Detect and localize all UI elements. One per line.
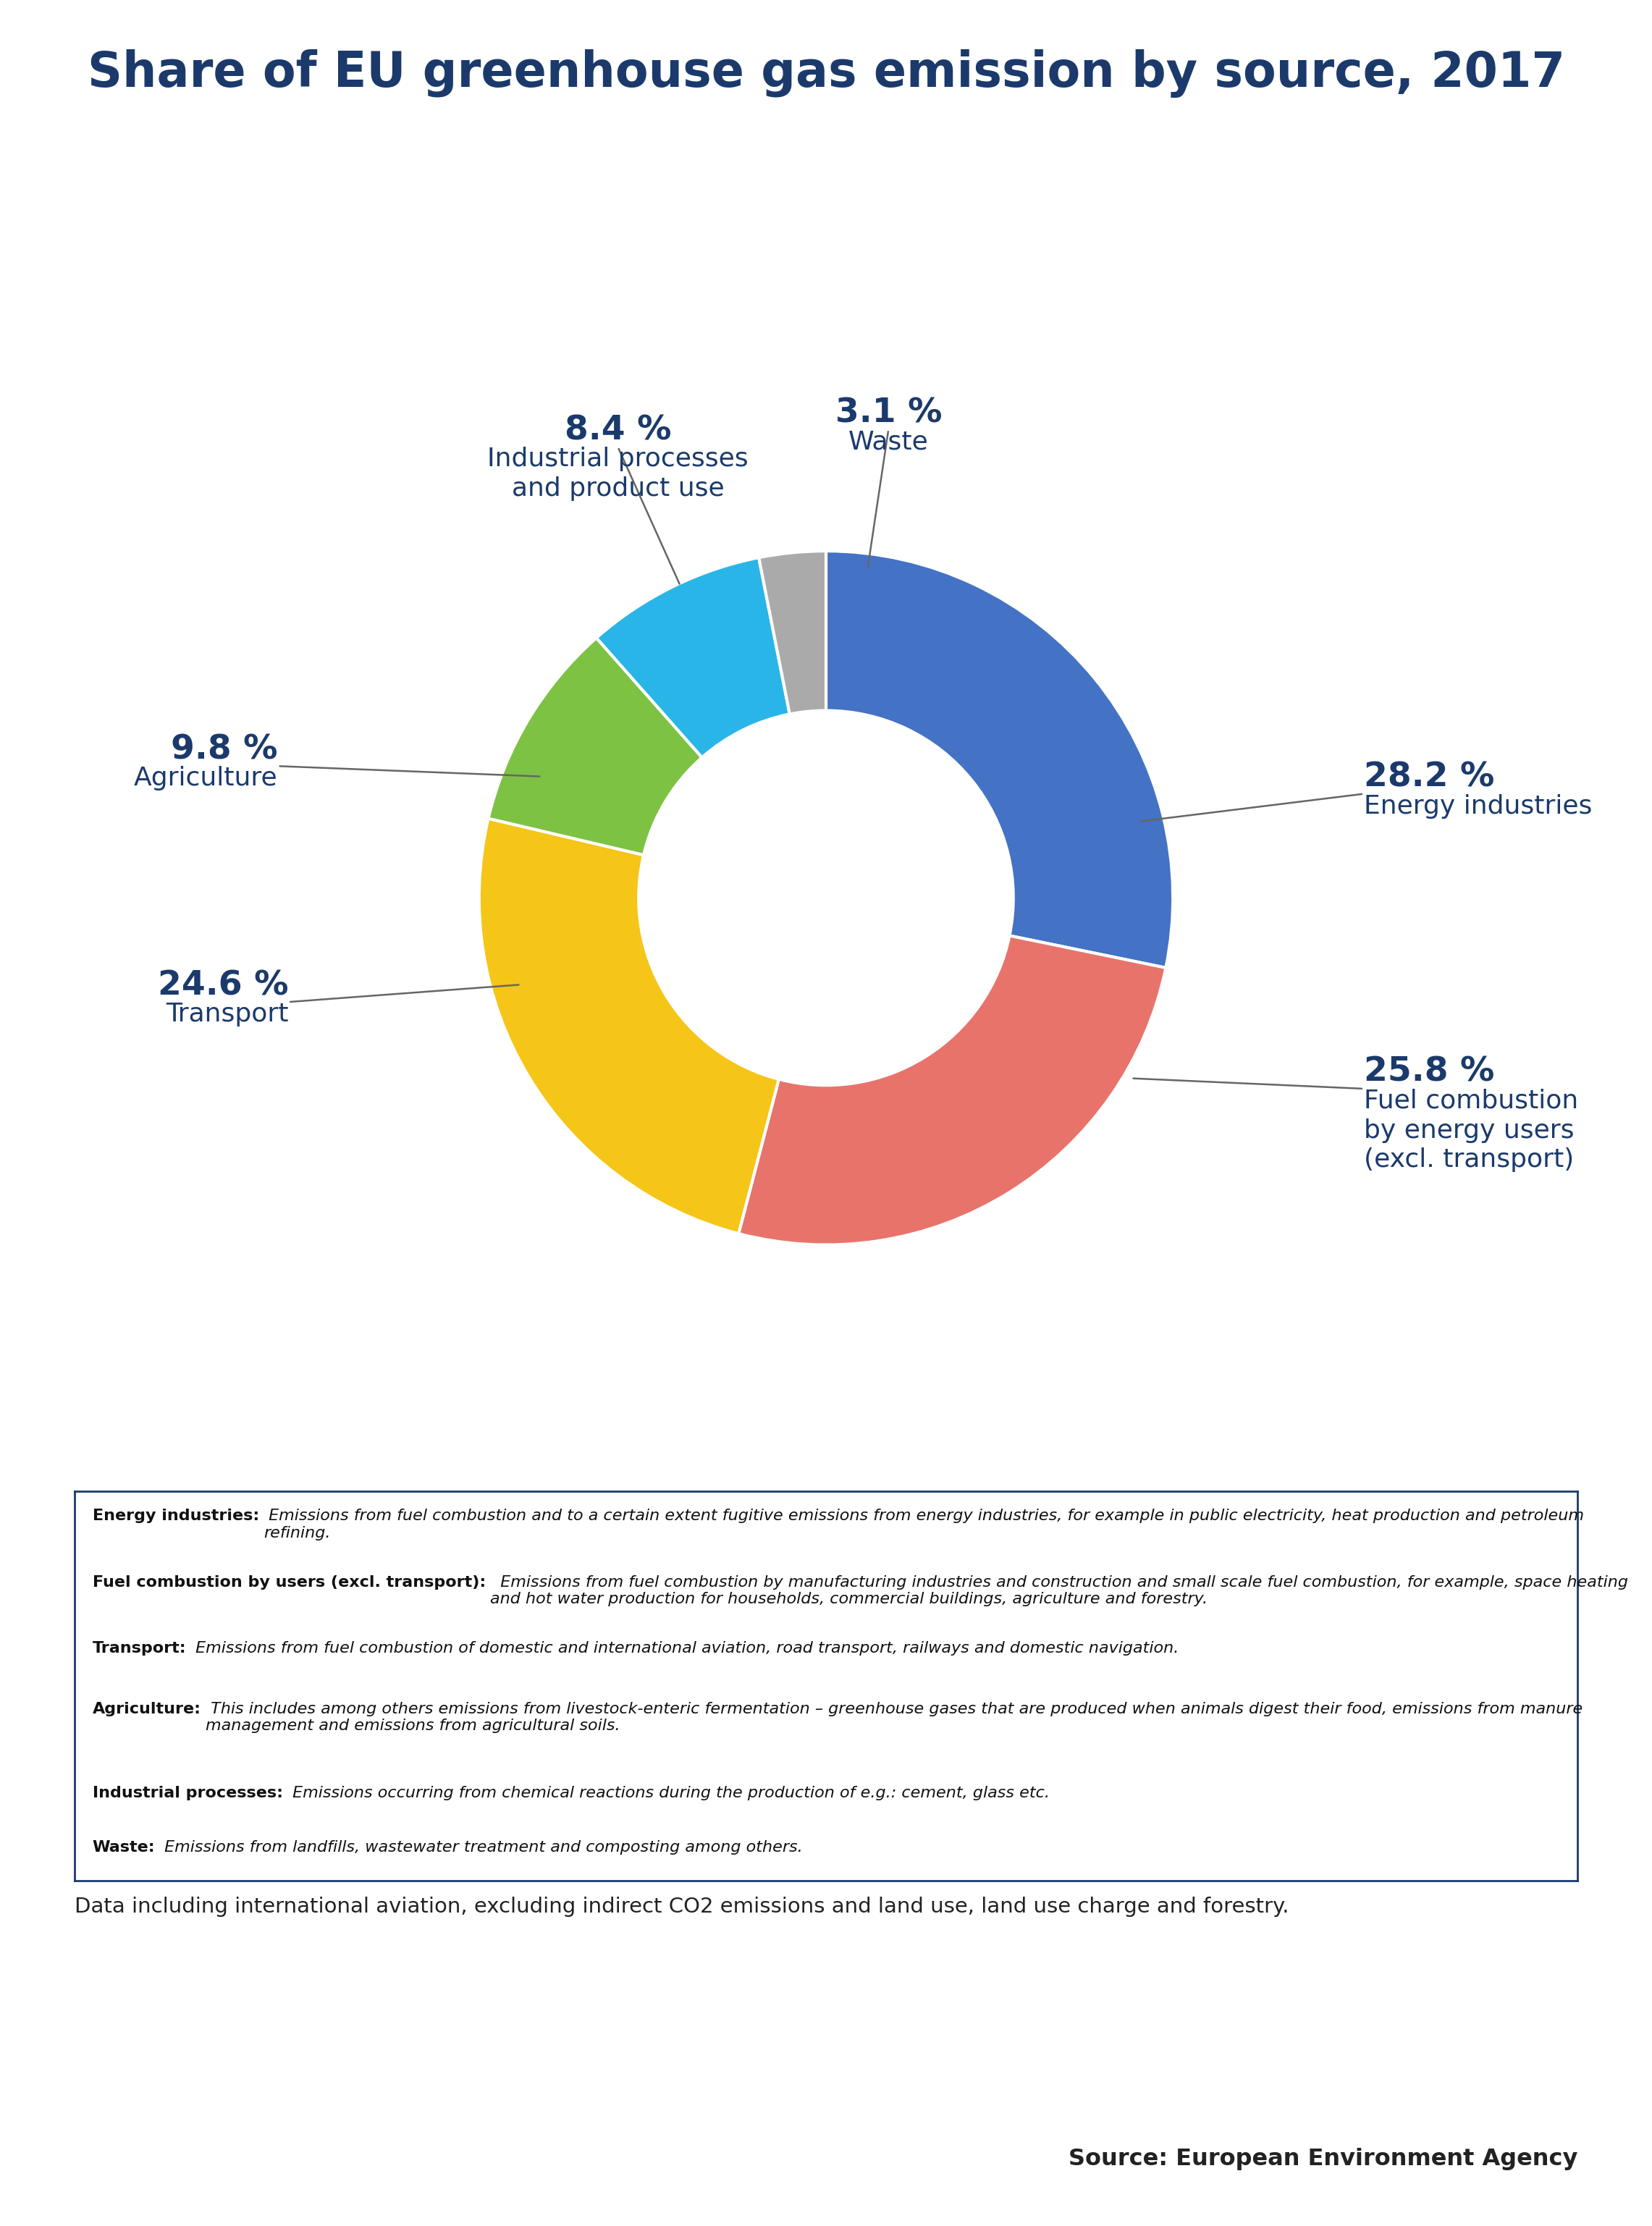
Wedge shape (596, 556, 790, 757)
Text: Industrial processes
and product use: Industrial processes and product use (487, 447, 748, 501)
Text: 24.6 %: 24.6 % (157, 968, 287, 1002)
Text: Industrial processes:: Industrial processes: (93, 1785, 282, 1801)
Text: Emissions from fuel combustion by manufacturing industries and construction and : Emissions from fuel combustion by manufa… (491, 1576, 1629, 1607)
Text: Emissions from fuel combustion of domestic and international aviation, road tran: Emissions from fuel combustion of domest… (190, 1641, 1180, 1656)
Wedge shape (738, 935, 1166, 1244)
Text: Agriculture: Agriculture (134, 766, 278, 790)
Text: Data including international aviation, excluding indirect CO2 emissions and land: Data including international aviation, e… (74, 1897, 1289, 1917)
Text: Fuel combustion
by energy users
(excl. transport): Fuel combustion by energy users (excl. t… (1365, 1089, 1578, 1173)
Wedge shape (758, 552, 826, 715)
Text: Transport:: Transport: (93, 1641, 187, 1656)
Text: 8.4 %: 8.4 % (565, 414, 671, 447)
Text: Emissions occurring from chemical reactions during the production of e.g.: cemen: Emissions occurring from chemical reacti… (287, 1785, 1049, 1801)
Text: Energy industries: Energy industries (1365, 795, 1593, 819)
Text: 25.8 %: 25.8 % (1365, 1055, 1495, 1089)
Text: 3.1 %: 3.1 % (834, 396, 942, 430)
Text: Energy industries:: Energy industries: (93, 1509, 259, 1523)
Text: Waste: Waste (849, 430, 928, 454)
Text: 28.2 %: 28.2 % (1365, 761, 1495, 795)
Text: Share of EU greenhouse gas emission by source, 2017: Share of EU greenhouse gas emission by s… (88, 49, 1564, 98)
Text: Agriculture:: Agriculture: (93, 1703, 202, 1716)
Text: Source: European Environment Agency: Source: European Environment Agency (1069, 2148, 1578, 2170)
Wedge shape (826, 552, 1173, 968)
Wedge shape (479, 819, 778, 1233)
Text: Waste:: Waste: (93, 1841, 155, 1854)
Text: 9.8 %: 9.8 % (172, 735, 278, 766)
Text: Fuel combustion by users (excl. transport):: Fuel combustion by users (excl. transpor… (93, 1576, 486, 1589)
Text: Emissions from landfills, wastewater treatment and composting among others.: Emissions from landfills, wastewater tre… (160, 1841, 803, 1854)
Text: Transport: Transport (165, 1002, 287, 1026)
Text: Emissions from fuel combustion and to a certain extent fugitive emissions from e: Emissions from fuel combustion and to a … (264, 1509, 1584, 1540)
Text: This includes among others emissions from livestock-enteric fermentation – green: This includes among others emissions fro… (205, 1703, 1583, 1734)
Wedge shape (489, 639, 702, 855)
